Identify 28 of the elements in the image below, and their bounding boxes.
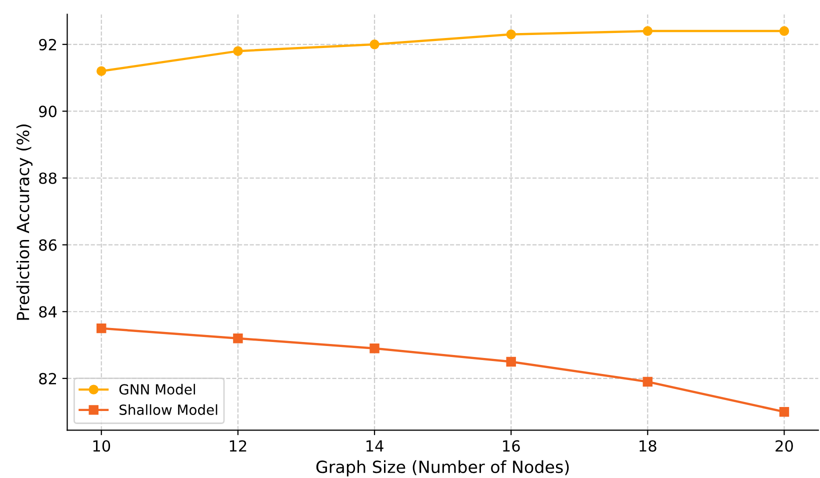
point bbox=[779, 406, 790, 417]
point bbox=[96, 66, 106, 76]
y-tick-label: 86 bbox=[39, 239, 57, 251]
legend-label: Shallow Model bbox=[120, 404, 218, 416]
x-tick-label: 14 bbox=[366, 440, 384, 452]
x-tick-label: 16 bbox=[503, 440, 520, 452]
point bbox=[506, 356, 516, 367]
point bbox=[642, 376, 653, 387]
point bbox=[642, 26, 653, 36]
y-tick-label: 82 bbox=[39, 372, 56, 384]
point bbox=[96, 323, 106, 334]
y-tick-label: 92 bbox=[39, 38, 56, 50]
y-tick-label: 90 bbox=[39, 106, 57, 118]
point bbox=[506, 30, 516, 40]
legend-label: GNN Model bbox=[119, 384, 195, 395]
point bbox=[370, 344, 380, 354]
x-tick-label: 20 bbox=[776, 440, 793, 452]
y-axis-title: Prediction Accuracy (%) bbox=[16, 124, 33, 320]
point bbox=[233, 333, 243, 344]
point bbox=[233, 46, 243, 56]
point bbox=[370, 40, 380, 50]
x-tick-label: 12 bbox=[230, 440, 246, 452]
x-tick-label: 10 bbox=[93, 440, 110, 452]
point bbox=[779, 26, 790, 36]
y-tick-label: 84 bbox=[39, 306, 57, 318]
x-axis-title: Graph Size (Number of Nodes) bbox=[316, 460, 569, 476]
x-tick-label: 18 bbox=[640, 440, 656, 452]
y-tick-label: 88 bbox=[39, 172, 56, 184]
